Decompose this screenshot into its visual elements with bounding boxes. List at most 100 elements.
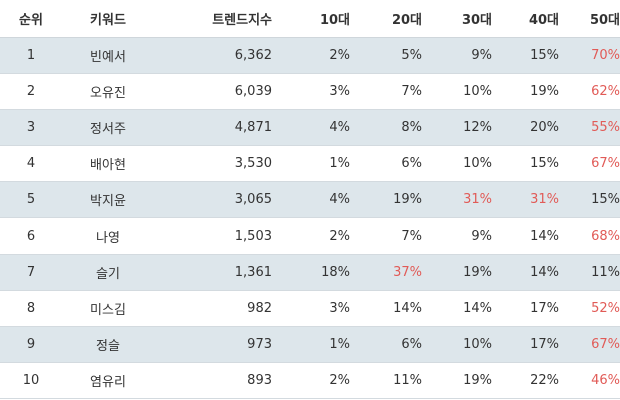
cell-age40: 15% xyxy=(530,156,559,172)
table-row: 6 나영 1,503 2% 7% 9% 14% 68% xyxy=(0,217,620,255)
cell-trend-index: 1,361 xyxy=(234,264,272,280)
cell-trend-index: 3,065 xyxy=(234,192,272,208)
col-header-age10: 10대 xyxy=(272,0,350,38)
cell-keyword: 슬기 xyxy=(96,266,120,282)
cell-age50: 52% xyxy=(591,300,620,316)
cell-age20: 7% xyxy=(401,83,422,99)
cell-age10: 2% xyxy=(329,47,350,63)
cell-age20: 14% xyxy=(393,300,422,316)
cell-age20: 37% xyxy=(393,264,422,280)
cell-rank: 7 xyxy=(26,264,36,280)
header-row: 순위 키워드 트렌드지수 10대 20대 30대 40대 50대 xyxy=(0,0,620,38)
table-header: 순위 키워드 트렌드지수 10대 20대 30대 40대 50대 xyxy=(0,0,620,38)
cell-age50: 55% xyxy=(591,119,620,135)
cell-trend-index: 982 xyxy=(247,300,272,316)
cell-rank: 2 xyxy=(26,83,36,99)
table-row: 8 미스김 982 3% 14% 14% 17% 52% xyxy=(0,290,620,327)
col-header-age20: 20대 xyxy=(350,0,422,38)
cell-age30: 31% xyxy=(463,192,492,208)
cell-age30: 9% xyxy=(471,228,492,244)
cell-age20: 5% xyxy=(401,47,422,63)
col-header-keyword: 키워드 xyxy=(62,0,154,38)
cell-age10: 1% xyxy=(329,156,350,172)
cell-trend-index: 1,503 xyxy=(234,228,272,244)
cell-age40: 14% xyxy=(530,228,559,244)
cell-age40: 31% xyxy=(530,192,559,208)
cell-trend-index: 4,871 xyxy=(234,119,272,135)
cell-trend-index: 893 xyxy=(247,373,272,389)
cell-rank: 4 xyxy=(26,156,36,172)
cell-age30: 10% xyxy=(463,83,492,99)
col-header-age50: 50대 xyxy=(559,0,620,38)
cell-age20: 7% xyxy=(401,228,422,244)
cell-keyword: 빈예서 xyxy=(90,49,126,65)
cell-age50: 62% xyxy=(591,83,620,99)
cell-age10: 1% xyxy=(329,337,350,353)
cell-age30: 10% xyxy=(463,337,492,353)
table-row: 10 염유리 893 2% 11% 19% 22% 46% xyxy=(0,362,620,399)
cell-age50: 11% xyxy=(591,264,620,280)
cell-age20: 19% xyxy=(393,192,422,208)
cell-age20: 8% xyxy=(401,119,422,135)
col-header-age30: 30대 xyxy=(422,0,492,38)
cell-age10: 4% xyxy=(329,192,350,208)
table-row: 5 박지윤 3,065 4% 19% 31% 31% 15% xyxy=(0,181,620,218)
table-body: 1 빈예서 6,362 2% 5% 9% 15% 70% 2 오유진 6,039… xyxy=(0,37,620,399)
col-header-age40: 40대 xyxy=(492,0,559,38)
cell-keyword: 정서주 xyxy=(90,121,126,137)
cell-trend-index: 3,530 xyxy=(234,156,272,172)
cell-keyword: 오유진 xyxy=(90,85,126,101)
cell-age30: 10% xyxy=(463,156,492,172)
cell-age20: 6% xyxy=(401,337,422,353)
cell-rank: 3 xyxy=(26,119,36,135)
cell-trend-index: 973 xyxy=(247,337,272,353)
cell-age10: 4% xyxy=(329,119,350,135)
cell-keyword: 염유리 xyxy=(90,375,126,391)
cell-age50: 15% xyxy=(591,192,620,208)
cell-rank: 6 xyxy=(26,228,36,244)
cell-age10: 2% xyxy=(329,228,350,244)
cell-rank: 1 xyxy=(26,47,36,63)
cell-keyword: 정슬 xyxy=(96,339,120,355)
cell-age10: 2% xyxy=(329,373,350,389)
table-row: 3 정서주 4,871 4% 8% 12% 20% 55% xyxy=(0,109,620,146)
cell-keyword: 배아현 xyxy=(90,158,126,174)
cell-rank: 5 xyxy=(26,192,36,208)
cell-age30: 9% xyxy=(471,47,492,63)
col-header-rank: 순위 xyxy=(0,0,62,38)
cell-trend-index: 6,039 xyxy=(234,83,272,99)
table-row: 4 배아현 3,530 1% 6% 10% 15% 67% xyxy=(0,145,620,182)
cell-age50: 68% xyxy=(591,228,620,244)
cell-age30: 14% xyxy=(463,300,492,316)
cell-age20: 11% xyxy=(393,373,422,389)
cell-age10: 3% xyxy=(329,300,350,316)
cell-age40: 15% xyxy=(530,47,559,63)
cell-age50: 67% xyxy=(591,337,620,353)
cell-age10: 3% xyxy=(329,83,350,99)
cell-age40: 22% xyxy=(530,373,559,389)
cell-age40: 14% xyxy=(530,264,559,280)
cell-age40: 17% xyxy=(530,337,559,353)
cell-age30: 19% xyxy=(463,373,492,389)
cell-rank: 9 xyxy=(26,337,36,353)
cell-age10: 18% xyxy=(321,264,350,280)
table-row: 7 슬기 1,361 18% 37% 19% 14% 11% xyxy=(0,254,620,291)
cell-keyword: 박지윤 xyxy=(90,194,126,210)
cell-age50: 46% xyxy=(591,373,620,389)
cell-keyword: 나영 xyxy=(96,230,120,246)
table-row: 9 정슬 973 1% 6% 10% 17% 67% xyxy=(0,326,620,363)
cell-keyword: 미스김 xyxy=(90,302,126,318)
table-row: 1 빈예서 6,362 2% 5% 9% 15% 70% xyxy=(0,37,620,74)
table-row: 2 오유진 6,039 3% 7% 10% 19% 62% xyxy=(0,73,620,110)
cell-age50: 67% xyxy=(591,156,620,172)
cell-rank: 8 xyxy=(26,300,36,316)
cell-age20: 6% xyxy=(401,156,422,172)
cell-age30: 12% xyxy=(463,119,492,135)
cell-rank: 10 xyxy=(22,373,40,389)
cell-age30: 19% xyxy=(463,264,492,280)
cell-age50: 70% xyxy=(591,47,620,63)
col-header-trend-index: 트렌드지수 xyxy=(154,0,272,38)
cell-age40: 17% xyxy=(530,300,559,316)
cell-age40: 19% xyxy=(530,83,559,99)
